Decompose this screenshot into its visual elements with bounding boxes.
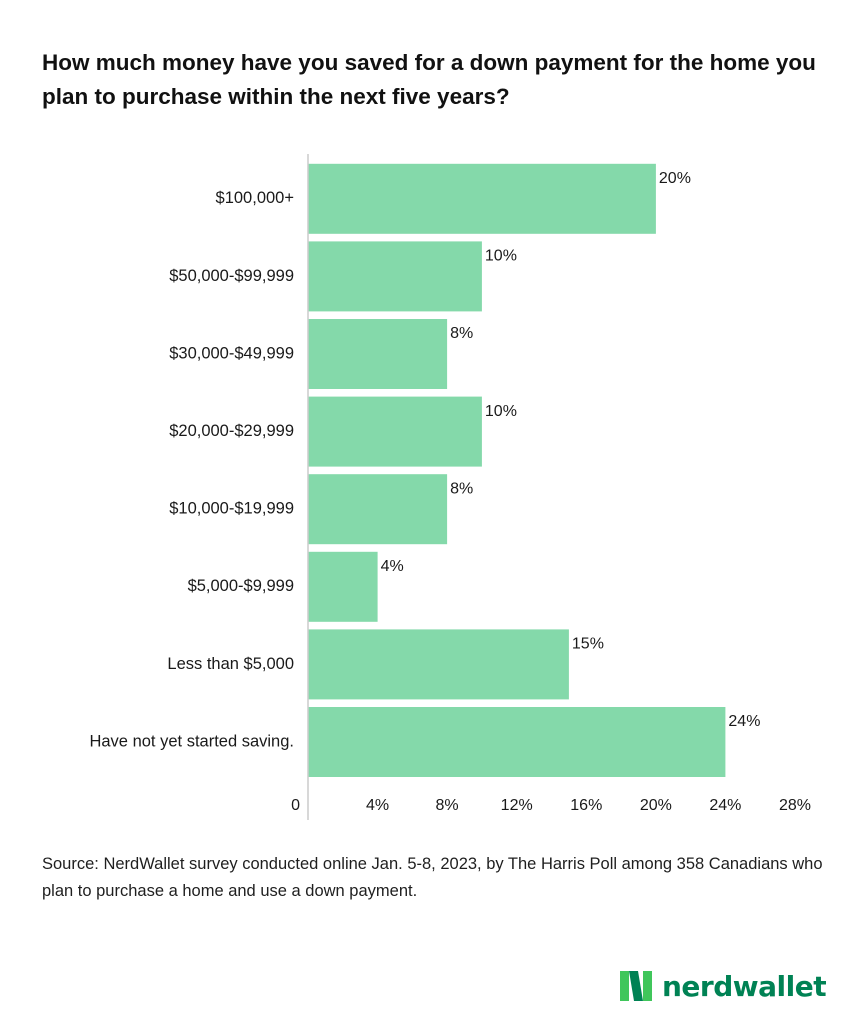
value-label: 8%	[450, 480, 473, 497]
value-label: 15%	[572, 636, 604, 653]
category-label: $30,000-$49,999	[169, 344, 294, 362]
x-tick-label: 4%	[366, 797, 389, 814]
value-label: 20%	[659, 170, 691, 187]
x-tick-label: 28%	[779, 797, 811, 814]
bar-less-than-5-000	[308, 629, 569, 700]
x-tick-label: 12%	[501, 797, 533, 814]
category-label: $10,000-$19,999	[169, 500, 294, 518]
category-label: $50,000-$99,999	[169, 267, 294, 285]
value-label: 10%	[485, 403, 517, 420]
x-tick-label: 8%	[436, 797, 459, 814]
x-tick-label: 24%	[709, 797, 741, 814]
bar-have-not-yet-started-saving	[308, 707, 726, 777]
logo-wordmark: nerdwallet	[662, 969, 827, 1003]
ticks-layer: 0 4% 8% 12% 16% 20% 24% 28%	[291, 797, 811, 814]
bar-30-000-49-999	[308, 319, 448, 389]
nerdwallet-n-logo-icon	[620, 971, 652, 1001]
source-note: Source: NerdWallet survey conducted onli…	[42, 855, 823, 900]
category-label: Have not yet started saving.	[89, 732, 294, 750]
bar-50-000-99-999	[308, 241, 482, 312]
category-label: $20,000-$29,999	[169, 422, 294, 440]
category-label: $5,000-$9,999	[188, 577, 294, 595]
value-label: 4%	[381, 558, 404, 575]
category-label: Less than $5,000	[167, 655, 294, 673]
value-label: 8%	[450, 325, 473, 342]
bar-10-000-19-999	[308, 474, 448, 545]
x-tick-label: 0	[291, 797, 300, 814]
bar-5-000-9-999	[308, 551, 378, 622]
chart-title: How much money have you saved for a down…	[42, 50, 816, 109]
value-label: 24%	[728, 713, 760, 730]
value-label: 10%	[485, 248, 517, 265]
bar-20-000-29-999	[308, 396, 482, 467]
bar-100-000	[308, 163, 656, 234]
labels-layer: $100,000+ 20% $50,000-$99,999 10% $30,000-$4…	[89, 170, 760, 750]
nerdwallet-logo[interactable]: nerdwallet	[618, 966, 827, 1006]
bar-chart: $100,000+ 20% $50,000-$99,999 10% $30,000-$4…	[89, 154, 811, 820]
category-label: $100,000+	[216, 189, 294, 207]
x-tick-label: 16%	[570, 797, 602, 814]
x-tick-label: 20%	[640, 797, 672, 814]
bars-layer	[308, 163, 726, 777]
